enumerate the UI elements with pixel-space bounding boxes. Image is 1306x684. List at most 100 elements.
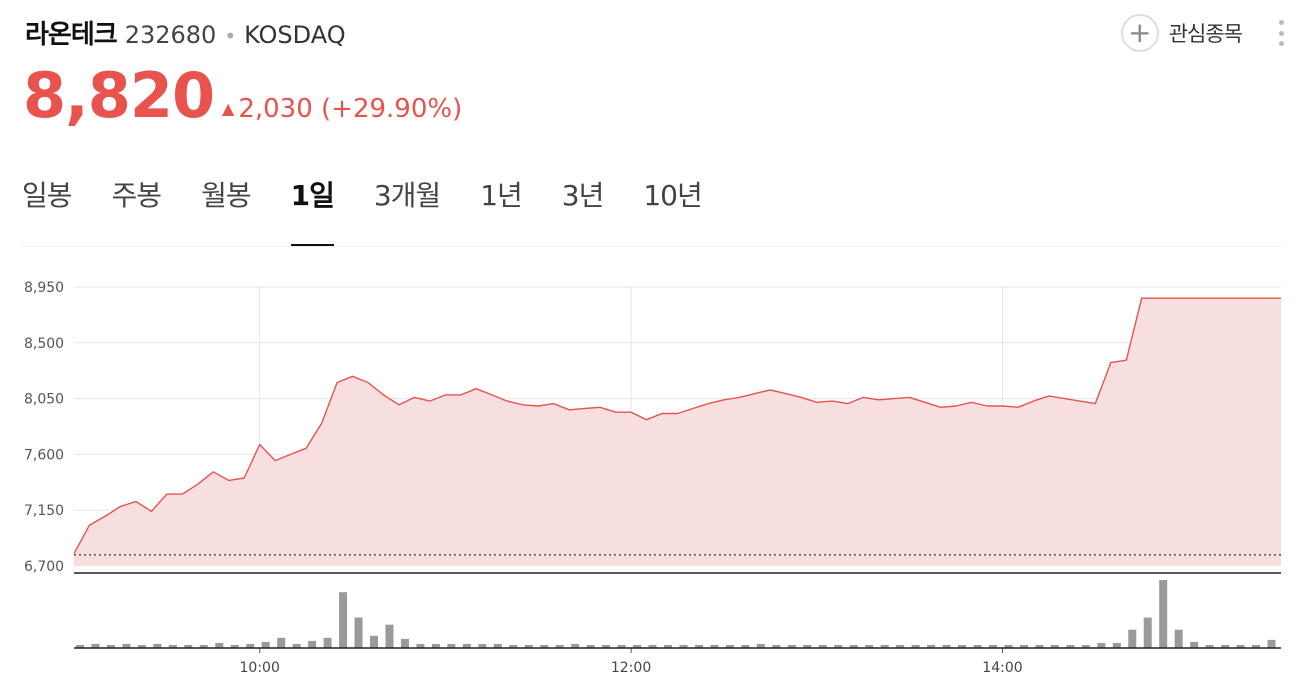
header-separator: • (224, 24, 237, 48)
volume-bar (586, 644, 595, 648)
volume-bar (540, 644, 549, 648)
tab-monthly[interactable]: 월봉 (201, 179, 252, 212)
volume-bar (756, 643, 765, 648)
volume-bar (1035, 644, 1044, 648)
volume-bar (1205, 644, 1214, 648)
volume-bar (153, 643, 162, 648)
volume-bar (1097, 642, 1106, 648)
x-tick-label: 12:00 (611, 660, 651, 676)
volume-bar (818, 644, 827, 648)
volume-bar (1112, 642, 1121, 648)
volume-bar (772, 644, 781, 648)
x-tick-label: 14:00 (982, 660, 1022, 676)
more-vertical-icon[interactable] (1278, 20, 1284, 46)
volume-bar (1236, 644, 1245, 648)
volume-bar (694, 644, 703, 648)
volume-bar (431, 643, 440, 648)
volume-bar (633, 644, 642, 648)
volume-bar (1174, 629, 1183, 648)
volume-bar (1004, 644, 1013, 648)
price-change: ▲ 2,030 (+29.90%) (222, 92, 462, 126)
volume-bar (215, 642, 224, 648)
volume-bar (725, 644, 734, 648)
stock-code: 232680 (124, 21, 217, 49)
intraday-chart[interactable]: 8,950 8,500 8,050 7,600 7,150 6,700 10:00 12:00… (0, 270, 1306, 684)
price-line (73, 297, 1281, 554)
period-tabs: 일봉 주봉 월봉 1일 3개월 1년 3년 10년 (22, 174, 742, 246)
volume-bar (447, 643, 456, 648)
volume-bar (400, 638, 409, 648)
volume-bar (122, 643, 131, 648)
volume-bar (1221, 644, 1230, 648)
stock-name: 라온테크 (25, 20, 118, 50)
volume-bar (648, 644, 657, 648)
volume-bar (927, 644, 936, 648)
tab-1year[interactable]: 1년 (480, 179, 523, 212)
volume-bar (880, 644, 889, 648)
volume-bar (710, 644, 719, 648)
volume-bar (958, 644, 967, 648)
y-tick-label: 6,700 (24, 559, 64, 575)
watchlist-label: 관심종목 (1168, 22, 1243, 46)
volume-bar (1143, 617, 1152, 648)
volume-bar (1128, 629, 1137, 648)
add-watchlist-button[interactable]: + 관심종목 (1120, 14, 1243, 52)
volume-bar (1019, 644, 1028, 648)
volume-bar (617, 644, 626, 648)
volume-bar (1190, 641, 1199, 648)
tab-3month[interactable]: 3개월 (373, 179, 441, 212)
x-tick-label: 10:00 (240, 660, 280, 676)
volume-bar (137, 644, 146, 648)
volume-bar (865, 644, 874, 648)
volume-bar (741, 644, 750, 648)
current-price: 8,820 (23, 59, 215, 132)
stock-header: 라온테크 232680 • KOSDAQ (25, 14, 346, 54)
volume-bar (416, 643, 425, 648)
price-area (74, 298, 1281, 566)
volume-bar (555, 644, 564, 648)
volume-bar (493, 643, 502, 648)
volume-bar (787, 644, 796, 648)
market-name: KOSDAQ (244, 21, 346, 49)
volume-bar (509, 644, 518, 648)
volume-bar (1252, 644, 1261, 648)
volume-bar (988, 644, 997, 648)
volume-bar (679, 644, 688, 648)
volume-bar (664, 644, 673, 648)
tab-10year[interactable]: 10년 (643, 179, 702, 212)
volume-bar (168, 644, 177, 648)
volume-bar (1050, 644, 1059, 648)
volume-bar (849, 644, 858, 648)
tab-3year[interactable]: 3년 (561, 179, 605, 212)
tab-1day[interactable]: 1일 (290, 174, 335, 246)
tab-weekly[interactable]: 주봉 (111, 179, 163, 212)
volume-bar (896, 644, 905, 648)
up-arrow-icon: ▲ (222, 99, 235, 118)
volume-bar (106, 644, 115, 648)
volume-bar (261, 641, 270, 648)
y-tick-label: 7,150 (24, 503, 64, 519)
tab-daily[interactable]: 일봉 (22, 179, 73, 212)
volume-bar (1267, 639, 1276, 648)
volume-bar (478, 643, 487, 648)
volume-bar (308, 640, 317, 648)
plus-icon: + (1120, 14, 1159, 52)
volume-bar (973, 644, 982, 648)
y-tick-label: 8,500 (24, 336, 64, 352)
volume-bar (911, 644, 920, 648)
volume-bar (91, 643, 100, 648)
volume-bar (184, 644, 193, 648)
volume-bar (1159, 580, 1168, 648)
volume-bar (524, 644, 533, 648)
volume-bar (230, 644, 239, 648)
volume-bar (246, 643, 255, 648)
volume-bar (323, 637, 332, 648)
volume-bar (1066, 644, 1075, 648)
y-tick-label: 8,950 (24, 280, 64, 296)
y-tick-label: 7,600 (24, 447, 64, 463)
volume-bar (1081, 644, 1090, 648)
volume-bar (602, 644, 611, 648)
price-change-value: 2,030 (+29.90%) (238, 94, 463, 124)
volume-bar (292, 643, 301, 648)
volume-bar (571, 643, 580, 648)
